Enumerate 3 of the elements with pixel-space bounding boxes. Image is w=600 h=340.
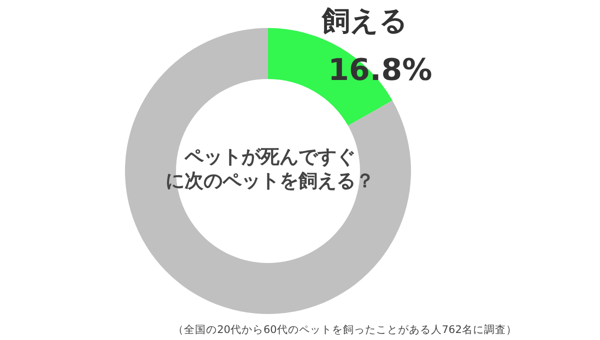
slice-label: 飼える [321,4,408,37]
text: ペットが死んですぐに次のペットを飼える？ [166,146,374,192]
text: （全国の20代から60代のペットを飼ったことがある人762名に調査） [173,323,517,336]
